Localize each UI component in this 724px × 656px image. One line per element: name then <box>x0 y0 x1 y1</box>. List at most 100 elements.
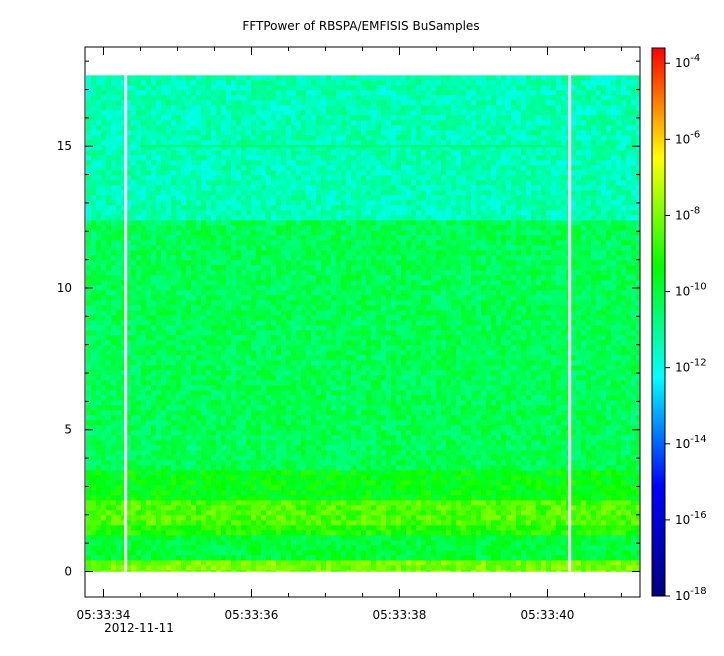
heatmap-cell <box>331 110 337 116</box>
heatmap-cell <box>111 250 117 256</box>
heatmap-cell <box>86 235 92 241</box>
heatmap-cell <box>606 290 612 296</box>
heatmap-cell <box>301 95 307 101</box>
heatmap-cell <box>466 130 472 136</box>
heatmap-cell <box>221 180 227 186</box>
heatmap-cell <box>431 155 437 161</box>
heatmap-cell <box>481 80 487 86</box>
heatmap-cell <box>261 210 267 216</box>
heatmap-cell <box>311 75 317 81</box>
heatmap-cell <box>181 235 187 241</box>
heatmap-cell <box>536 270 542 276</box>
heatmap-cell <box>296 255 302 261</box>
heatmap-cell <box>151 80 157 86</box>
heatmap-cell <box>481 150 487 156</box>
heatmap-cell <box>281 150 287 156</box>
heatmap-cell <box>506 275 512 281</box>
heatmap-cell <box>491 130 497 136</box>
heatmap-cell <box>246 225 252 231</box>
heatmap-cell <box>576 145 582 151</box>
heatmap-cell <box>286 195 292 201</box>
heatmap-cell <box>96 245 102 251</box>
heatmap-cell <box>501 255 507 261</box>
heatmap-cell <box>516 235 522 241</box>
heatmap-cell <box>226 155 232 161</box>
heatmap-cell <box>166 290 172 296</box>
heatmap-cell <box>181 225 187 231</box>
heatmap-cell <box>346 260 352 266</box>
heatmap-cell <box>141 215 147 221</box>
heatmap-cell <box>541 245 547 251</box>
heatmap-cell <box>231 275 237 281</box>
heatmap-cell <box>121 275 127 281</box>
heatmap-cell <box>511 125 517 131</box>
heatmap-cell <box>636 245 640 251</box>
heatmap-cell <box>636 195 640 201</box>
heatmap-cell <box>196 100 202 106</box>
heatmap-cell <box>201 265 207 271</box>
heatmap-cell <box>596 265 602 271</box>
heatmap-cell <box>471 180 477 186</box>
heatmap-cell <box>481 260 487 266</box>
heatmap-cell <box>526 200 532 206</box>
heatmap-cell <box>451 290 457 296</box>
heatmap-cell <box>181 105 187 111</box>
heatmap-cell <box>91 135 97 141</box>
heatmap-cell <box>476 125 482 131</box>
heatmap-cell <box>86 105 92 111</box>
heatmap-cell <box>366 205 372 211</box>
heatmap-cell <box>101 100 107 106</box>
heatmap-cell <box>526 170 532 176</box>
heatmap-cell <box>171 135 177 141</box>
heatmap-cell <box>86 85 92 91</box>
heatmap-cell <box>146 220 152 226</box>
heatmap-cell <box>551 110 557 116</box>
heatmap-cell <box>141 140 147 146</box>
heatmap-cell <box>436 290 442 296</box>
heatmap-cell <box>136 100 142 106</box>
heatmap-cell <box>626 130 632 136</box>
heatmap-cell <box>371 135 377 141</box>
heatmap-cell <box>156 105 162 111</box>
heatmap-cell <box>381 180 387 186</box>
heatmap-cell <box>276 170 282 176</box>
heatmap-cell <box>186 230 192 236</box>
heatmap-cell <box>236 165 242 171</box>
heatmap-cell <box>486 130 492 136</box>
heatmap-cell <box>191 115 197 121</box>
heatmap-cell <box>456 210 462 216</box>
heatmap-cell <box>321 250 327 256</box>
heatmap-cell <box>296 185 302 191</box>
heatmap-cell <box>226 280 232 286</box>
heatmap-cell <box>401 100 407 106</box>
heatmap-cell <box>556 260 562 266</box>
heatmap-cell <box>266 130 272 136</box>
heatmap-cell <box>231 135 237 141</box>
heatmap-cell <box>176 120 182 126</box>
heatmap-cell <box>626 100 632 106</box>
heatmap-cell <box>261 165 267 171</box>
heatmap-cell <box>146 295 152 301</box>
heatmap-cell <box>176 135 182 141</box>
heatmap-cell <box>586 105 592 111</box>
heatmap-cell <box>371 140 377 146</box>
heatmap-cell <box>471 135 477 141</box>
heatmap-cell <box>321 155 327 161</box>
heatmap-cell <box>586 205 592 211</box>
heatmap-cell <box>341 260 347 266</box>
heatmap-cell <box>596 105 602 111</box>
heatmap-cell <box>151 180 157 186</box>
heatmap-cell <box>226 185 232 191</box>
heatmap-cell <box>366 295 372 301</box>
heatmap-cell <box>111 265 117 271</box>
heatmap-cell <box>441 180 447 186</box>
heatmap-cell <box>571 120 577 126</box>
heatmap-cell <box>136 120 142 126</box>
heatmap-cell <box>146 245 152 251</box>
heatmap-cell <box>591 165 597 171</box>
heatmap-cell <box>481 190 487 196</box>
heatmap-cell <box>216 150 222 156</box>
heatmap-cell <box>636 125 640 131</box>
heatmap-cell <box>496 135 502 141</box>
heatmap-cell <box>326 285 332 291</box>
